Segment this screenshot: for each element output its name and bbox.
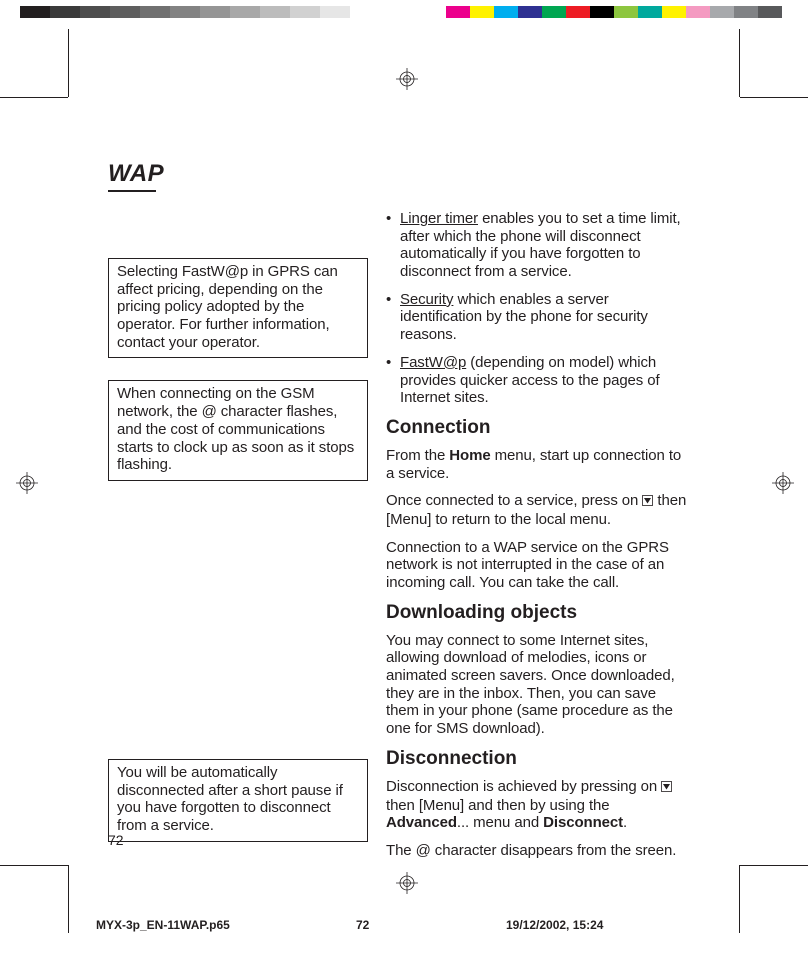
footer-filename: MYX-3p_EN-11WAP.p65 xyxy=(96,918,356,932)
bullet-item: • Linger timer enables you to set a time… xyxy=(386,210,692,281)
imposition-footer: MYX-3p_EN-11WAP.p65 72 19/12/2002, 15:24 xyxy=(96,918,712,932)
page-body: WAP Selecting FastW@p in GPRS can affect… xyxy=(108,160,692,870)
cropmark xyxy=(739,29,740,97)
cropmark xyxy=(740,865,808,866)
footer-date: 19/12/2002, 15:24 xyxy=(506,918,712,932)
paragraph: Disconnection is achieved by pressing on… xyxy=(386,778,692,832)
page-title: WAP xyxy=(108,160,156,192)
cropmark xyxy=(68,29,69,97)
cropmark xyxy=(0,865,68,866)
registration-mark-right xyxy=(772,472,794,494)
colorbar-grayscale xyxy=(20,6,380,18)
colorbar-spot xyxy=(422,6,782,18)
section-heading-connection: Connection xyxy=(386,417,692,439)
section-heading-disconnection: Disconnection xyxy=(386,748,692,770)
bullet-dot: • xyxy=(386,291,400,344)
section-heading-downloading: Downloading objects xyxy=(386,602,692,624)
right-column: • Linger timer enables you to set a time… xyxy=(386,210,692,870)
bullet-term: Linger timer xyxy=(400,210,478,227)
cropmark xyxy=(0,97,68,98)
bullet-dot: • xyxy=(386,210,400,281)
bullet-item: • FastW@p (depending on model) which pro… xyxy=(386,354,692,407)
bullet-item: • Security which enables a server identi… xyxy=(386,291,692,344)
paragraph: Once connected to a service, press on th… xyxy=(386,492,692,528)
down-arrow-icon xyxy=(661,779,672,797)
paragraph: Connection to a WAP service on the GPRS … xyxy=(386,539,692,592)
note-box-pricing: Selecting FastW@p in GPRS can affect pri… xyxy=(108,258,368,358)
left-column: Selecting FastW@p in GPRS can affect pri… xyxy=(108,210,368,870)
bullet-term: Security xyxy=(400,291,453,308)
page-number: 72 xyxy=(108,832,124,848)
footer-page: 72 xyxy=(356,918,506,932)
registration-mark-top xyxy=(396,68,418,90)
down-arrow-icon xyxy=(642,493,653,511)
bullet-term: FastW@p xyxy=(400,354,466,371)
paragraph: You may connect to some Internet sites, … xyxy=(386,632,692,738)
paragraph: From the Home menu, start up connection … xyxy=(386,447,692,482)
bullet-dot: • xyxy=(386,354,400,407)
cropmark xyxy=(740,97,808,98)
registration-mark-bottom xyxy=(396,872,418,894)
registration-mark-left xyxy=(16,472,38,494)
cropmark xyxy=(68,865,69,933)
cropmark xyxy=(739,865,740,933)
note-box-gsm: When connecting on the GSM network, the … xyxy=(108,380,368,480)
paragraph: The @ character disappears from the sree… xyxy=(386,842,692,860)
note-box-auto-disconnect: You will be automatically disconnected a… xyxy=(108,759,368,842)
